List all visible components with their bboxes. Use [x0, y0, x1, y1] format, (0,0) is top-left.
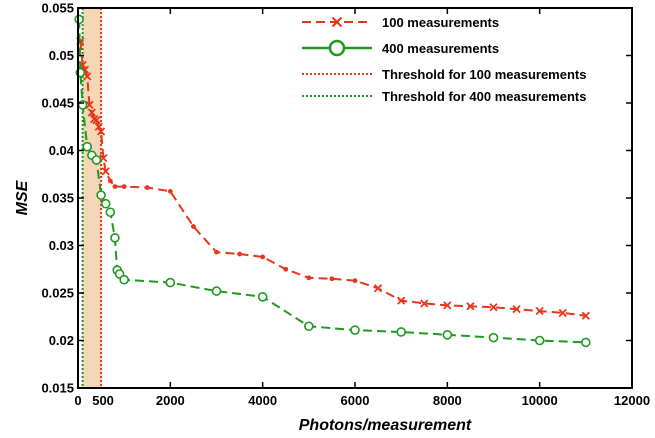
data-point-100-29	[466, 302, 475, 311]
data-point-100-15	[144, 185, 150, 190]
data-point-100-30	[489, 303, 498, 312]
data-point-100-19	[237, 251, 242, 257]
data-point-400-14	[211, 286, 222, 296]
y-axis-label: MSE	[14, 179, 31, 215]
y-tick-label: 0.04	[49, 143, 75, 158]
x-tick-label: 6000	[341, 393, 370, 408]
series-line-0	[79, 41, 586, 317]
y-tick-label: 0.015	[41, 381, 74, 396]
data-point-400-15	[257, 291, 268, 302]
data-point-100-25	[373, 284, 383, 293]
data-point-400-5	[91, 155, 102, 165]
data-point-100-3	[83, 72, 92, 81]
data-point-400-8	[105, 207, 116, 218]
data-point-400-9	[110, 233, 120, 243]
data-point-400-20	[488, 332, 499, 343]
y-tick-label: 0.045	[41, 96, 74, 111]
data-point-100-27	[420, 299, 429, 308]
data-point-400-7	[100, 198, 111, 209]
legend-marker-x-icon	[331, 16, 343, 28]
y-tick-label: 0.03	[49, 238, 74, 253]
x-tick-label: 2000	[156, 393, 185, 408]
data-point-100-9	[96, 127, 106, 136]
data-point-100-22	[306, 275, 312, 281]
x-tick-label: 10000	[522, 393, 558, 408]
data-point-100-26	[397, 296, 406, 305]
x-axis-label: Photons/measurement	[299, 417, 472, 434]
legend: 100 measurements 400 measurements Thresh…	[302, 15, 586, 104]
series-layer	[74, 14, 591, 348]
data-point-100-28	[443, 301, 452, 310]
data-point-100-31	[512, 305, 521, 314]
data-point-100-32	[535, 306, 544, 316]
data-point-400-21	[534, 335, 545, 346]
data-point-100-23	[329, 276, 335, 282]
legend-label-100: 100 measurements	[382, 15, 499, 30]
legend-entry-threshold-400: Threshold for 400 measurements	[302, 89, 586, 104]
data-point-100-17	[191, 224, 196, 229]
data-point-100-12	[107, 178, 113, 184]
data-point-400-3	[82, 141, 93, 152]
y-tick-label: 0.025	[41, 286, 74, 301]
data-point-100-14	[121, 184, 127, 190]
data-point-400-0	[74, 14, 84, 25]
data-point-100-33	[558, 308, 567, 318]
data-point-100-11	[101, 167, 110, 176]
data-point-400-17	[350, 325, 360, 335]
y-tick-label: 0.02	[49, 333, 74, 348]
y-tick-label: 0.035	[41, 191, 74, 206]
y-tick-label: 0.05	[49, 48, 74, 63]
legend-label-threshold-400: Threshold for 400 measurements	[382, 89, 586, 104]
legend-entry-100: 100 measurements	[302, 15, 499, 30]
data-point-100-8	[94, 122, 103, 131]
x-tick-label-threshold: 500	[92, 393, 114, 408]
data-point-100-18	[214, 249, 219, 255]
data-point-100-13	[112, 184, 118, 190]
data-point-100-6	[90, 115, 99, 124]
data-point-400-22	[581, 337, 591, 348]
y-tick-label: 0.055	[41, 1, 74, 16]
data-point-400-6	[96, 190, 106, 200]
data-point-100-7	[92, 115, 101, 125]
x-tick-label: 0	[74, 393, 81, 408]
data-point-100-20	[260, 254, 266, 260]
data-point-400-18	[396, 327, 406, 337]
data-point-400-13	[165, 277, 176, 288]
legend-entry-400: 400 measurements	[302, 39, 499, 57]
legend-label-threshold-100: Threshold for 100 measurements	[382, 67, 586, 82]
x-tick-label: 8000	[433, 393, 462, 408]
data-point-400-19	[442, 329, 453, 340]
data-point-100-21	[283, 266, 289, 272]
legend-entry-threshold-100: Threshold for 100 measurements	[302, 67, 586, 82]
ticks-layer: 0.015 0.02 0.025 0.03 0.035 0.04 0.045 0.05 0.05…	[41, 1, 650, 409]
data-point-100-34	[581, 311, 590, 320]
x-tick-label: 12000	[614, 393, 650, 408]
legend-marker-circle-icon	[328, 39, 346, 57]
x-tick-label: 4000	[248, 393, 277, 408]
data-point-400-2	[77, 100, 88, 110]
data-point-100-16	[167, 188, 173, 194]
data-point-100-5	[87, 108, 96, 117]
data-point-400-12	[119, 274, 129, 285]
data-point-100-24	[352, 278, 358, 284]
data-point-400-16	[304, 321, 314, 332]
legend-label-400: 400 measurements	[382, 41, 499, 56]
data-point-100-4	[85, 100, 94, 110]
